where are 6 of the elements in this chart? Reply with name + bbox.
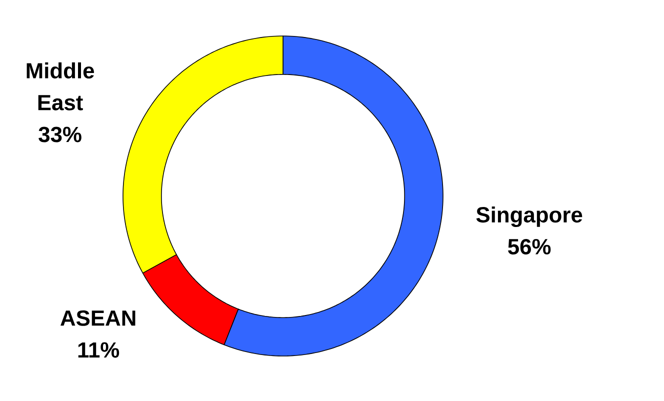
slice-label: Singapore	[476, 206, 582, 228]
slice-label: Middle East	[26, 62, 94, 110]
data-label: 11%	[78, 342, 120, 358]
data-label: 33%	[38, 126, 82, 142]
slice-label: ASEAN	[60, 310, 136, 326]
data-label: 56%	[508, 238, 551, 254]
